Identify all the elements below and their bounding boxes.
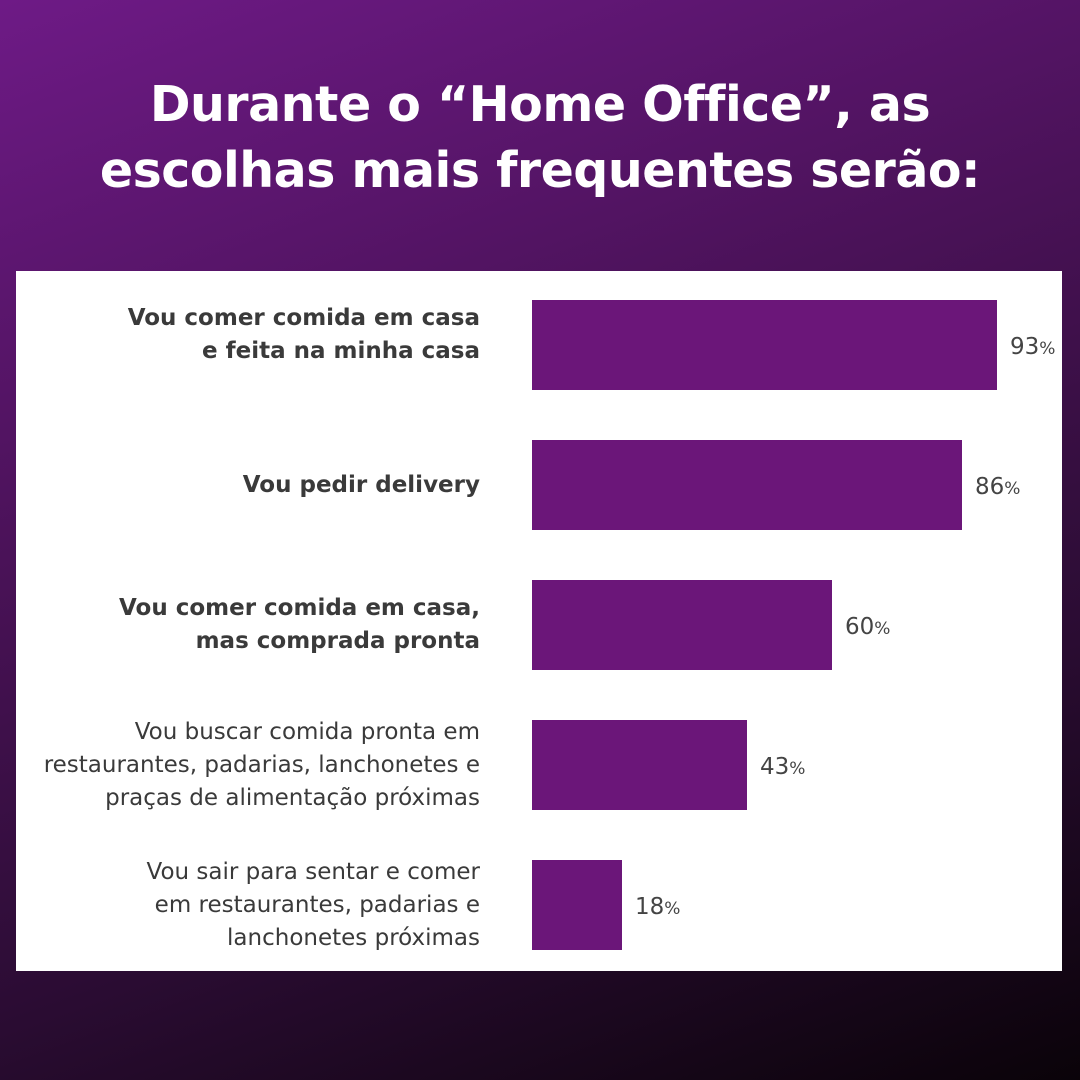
bar-4 <box>532 720 747 810</box>
category-label-line: Vou pedir delivery <box>242 471 480 498</box>
value-suffix: % <box>789 759 806 779</box>
category-label-line: Vou buscar comida pronta em <box>134 718 480 745</box>
category-label-3: Vou comer comida em casa, mas comprada pr… <box>0 592 480 658</box>
chart-title-line-1: Durante o “Home Office”, as <box>149 76 931 133</box>
chart-panel: 93% Vou comer comida em casa e feita na mi… <box>16 271 1062 971</box>
value-suffix: % <box>1039 339 1056 359</box>
value-suffix: % <box>664 899 681 919</box>
category-label-line: e feita na minha casa <box>201 338 480 364</box>
bar-chart <box>532 300 997 950</box>
category-label-2: Vou pedir delivery <box>0 469 480 502</box>
value-number: 18 <box>635 894 665 920</box>
value-number: 86 <box>975 474 1005 500</box>
value-number: 60 <box>845 614 875 640</box>
value-label-2: 86% <box>975 472 1020 504</box>
value-suffix: % <box>874 619 891 639</box>
category-label-line: praças de alimentação próximas <box>105 784 480 811</box>
bar-1 <box>532 300 997 390</box>
value-label-1: 93% <box>1010 332 1055 364</box>
category-label-line: mas comprada pronta <box>195 628 480 654</box>
value-number: 93 <box>1010 334 1040 360</box>
category-label-line: Vou comer comida em casa, <box>118 595 480 621</box>
category-label-4: Vou buscar comida pronta em restaurantes,… <box>0 716 480 815</box>
chart-title-line-2: escolhas mais frequentes serão: <box>99 142 981 199</box>
bar-5 <box>532 860 622 950</box>
chart-title: Durante o “Home Office”, as escolhas mai… <box>0 72 1080 204</box>
bar-2 <box>532 440 962 530</box>
value-label-5: 18% <box>635 892 680 924</box>
value-number: 43 <box>760 754 790 780</box>
bar-3 <box>532 580 832 670</box>
value-label-4: 43% <box>760 752 805 784</box>
value-label-3: 60% <box>845 612 890 644</box>
category-label-line: Vou comer comida em casa <box>127 305 480 331</box>
category-label-5: Vou sair para sentar e comer em restauran… <box>0 856 480 955</box>
category-label-1: Vou comer comida em casa e feita na minha… <box>0 302 480 368</box>
category-label-line: restaurantes, padarias, lanchonetes e <box>43 751 480 778</box>
category-label-line: lanchonetes próximas <box>227 924 480 951</box>
category-label-line: Vou sair para sentar e comer <box>146 858 480 885</box>
category-label-line: em restaurantes, padarias e <box>154 891 480 918</box>
value-suffix: % <box>1004 479 1021 499</box>
